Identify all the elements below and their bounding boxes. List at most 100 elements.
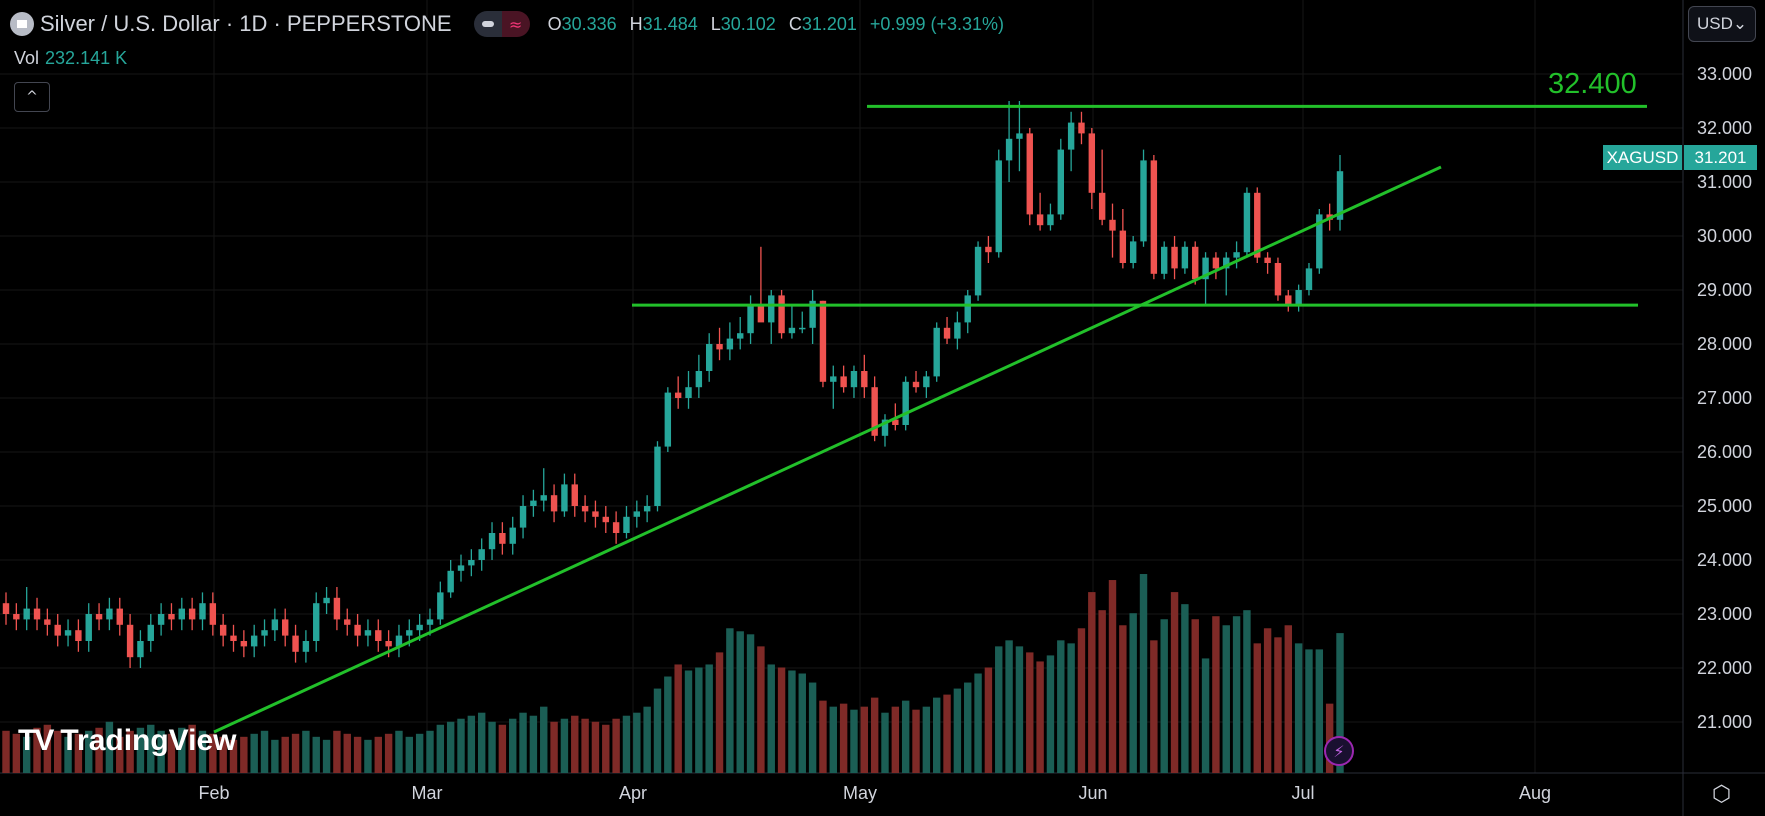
volume-bar [167,733,176,773]
volume-bar [684,670,693,773]
candle-body [416,624,423,631]
candle-body [137,641,144,658]
symbol-title[interactable]: Silver / U.S. Dollar · 1D · PEPPERSTONE [40,11,452,36]
volume-bar [829,706,837,773]
volume-bar [188,724,196,773]
volume-bar [436,724,445,773]
volume-bar [1119,625,1127,773]
volume-bar [550,721,558,773]
candle-body [509,527,516,544]
volume-bar [767,664,775,773]
candle-body [1285,295,1292,307]
candle-body [95,614,103,620]
volume-bar [1015,646,1024,773]
candle-body [933,327,940,377]
volume-bar [757,646,765,773]
candle-body [654,446,661,506]
volume-bar [446,721,455,773]
volume-bar [1057,640,1065,773]
volume-bar [901,700,910,773]
volume-readout: Vol 232.141 K [14,48,127,69]
candle-body [1005,138,1013,161]
volume-bar [1305,649,1313,773]
volume-bar [664,676,672,773]
low-label: L [710,13,721,34]
candle-body [188,608,196,620]
candle-body [840,376,847,388]
candle-body [13,614,20,620]
candle-body [1233,252,1240,258]
volume-bar [1108,580,1117,773]
open-label: O [547,13,562,34]
volume-bar [726,628,734,773]
volume-bar [943,694,951,773]
volume-bar [839,703,848,773]
candle-body [1067,122,1075,150]
change-value: +0.999 (+3.31%) [869,13,1005,34]
candle-body [943,327,951,339]
minus-icon[interactable] [473,11,502,37]
volume-bar [322,739,331,773]
currency-select[interactable]: USD ⌄ [1688,6,1756,42]
trend-line [213,165,1442,734]
volume-bar [105,721,114,773]
time-tick-label: May [842,783,878,803]
candle-body [157,614,165,625]
candle-body [809,300,816,328]
price-tick-label: 23.000 [1697,604,1753,624]
price-tick-label: 33.000 [1697,64,1753,84]
lightning-icon[interactable]: ⚡ [1324,736,1354,766]
candle-body [705,344,713,371]
candle-body [643,506,651,512]
volume-bar [374,736,382,773]
resistance-level-label[interactable]: 32.400 [1548,68,1637,100]
candle-body [778,295,785,334]
candle-body [447,570,454,593]
collapse-legend-button[interactable]: ^ [14,82,50,112]
volume-bar [560,718,569,773]
candle-body [199,603,206,620]
volume-bar [964,682,972,773]
tradingview-wordmark: TradingView [60,724,237,757]
settings-hexagon-icon[interactable]: ⬡ [1712,782,1732,807]
candle-body [1098,192,1106,220]
volume-bar [33,727,41,773]
volume-bar [250,733,258,773]
volume-label: Vol [14,48,40,68]
candle-body [271,619,279,631]
candle-body [1016,133,1023,139]
candle-body [861,371,868,388]
volume-bar [1243,610,1251,773]
volume-bar [271,739,279,773]
volume-bar [995,646,1003,773]
volume-bar [653,688,662,773]
wave-icon[interactable]: ≈ [501,11,530,37]
candle-body [819,300,827,382]
volume-bar [881,712,889,773]
volume-bar [457,718,465,773]
volume-bar [364,739,372,773]
indicator-toggle[interactable]: ≈ [473,11,530,37]
volume-bar [126,730,134,773]
candle-body [2,603,10,614]
candle-body [1109,219,1116,231]
candle-body [1305,268,1313,290]
volume-bar [198,730,207,773]
candle-body [954,322,961,339]
candle-body [116,608,123,625]
candle-body [230,635,237,641]
price-tick-label: 32.000 [1697,118,1753,138]
silver-bar-icon [10,12,34,36]
candle-body [1057,149,1064,215]
candle-body [995,160,1002,253]
candle-body [1078,122,1085,134]
volume-bar [529,715,538,773]
price-tick-label: 21.000 [1697,712,1753,732]
volume-bar [571,715,579,773]
candle-body [385,641,392,647]
volume-bar [581,718,589,773]
candle-body [747,306,754,334]
high-value: 31.484 [642,13,698,34]
tradingview-logo[interactable]: TV TradingView [18,724,237,758]
